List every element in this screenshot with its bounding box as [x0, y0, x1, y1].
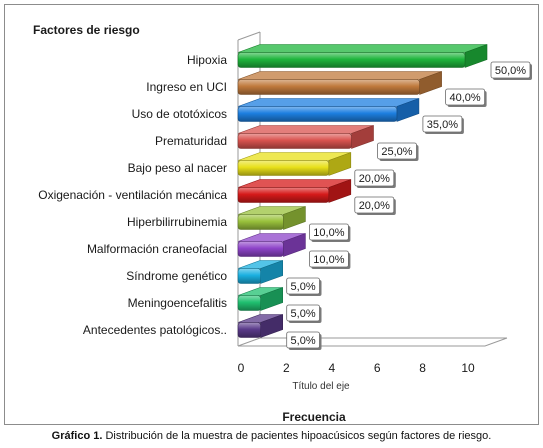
data-label-7: 10,0% [308, 223, 351, 242]
svg-text:50,0%: 50,0% [495, 65, 526, 77]
bar-2 [237, 71, 442, 95]
category-label-2: Ingreso en UCI [146, 80, 227, 94]
data-label-10: 5,0% [286, 304, 322, 323]
data-label-9: 5,0% [286, 277, 322, 296]
x-tick-labels: 0 2 4 6 8 10 [238, 361, 475, 375]
svg-text:5,0%: 5,0% [291, 335, 316, 347]
category-label-11: Antecedentes patológicos.. [83, 323, 227, 337]
plot-floor-line [237, 31, 508, 347]
data-label-2: 40,0% [445, 88, 487, 107]
category-label-6: Oxigenación - ventilación mecánica [38, 188, 227, 202]
svg-text:20,0%: 20,0% [359, 173, 390, 185]
bar-6 [237, 179, 352, 203]
caption-label: Gráfico 1. [51, 430, 103, 442]
bar-chart: Factores de riesgo Hipoxia Ingreso en UCI… [33, 23, 532, 424]
bar-1 [237, 44, 488, 68]
data-label-5: 20,0% [354, 169, 396, 188]
x-tick-0: 0 [238, 361, 245, 375]
data-label-4: 25,0% [377, 142, 419, 161]
data-label-11: 5,0% [286, 331, 322, 350]
x-tick-2: 2 [283, 361, 290, 375]
svg-text:20,0%: 20,0% [359, 200, 390, 212]
x-tick-8: 8 [419, 361, 426, 375]
bar-10 [237, 287, 283, 311]
svg-text:25,0%: 25,0% [381, 146, 412, 158]
bar-11 [237, 314, 283, 338]
caption-text: Distribución de la muestra de pacientes … [102, 430, 492, 442]
data-label-8: 10,0% [308, 250, 351, 269]
data-labels: 50,0% 40,0% 35,0% 25,0% 20,0% 20,0% 10,0% 10,0%… [286, 61, 532, 350]
category-label-9: Síndrome genético [126, 269, 227, 283]
x-tick-4: 4 [328, 361, 335, 375]
svg-text:10,0%: 10,0% [313, 227, 344, 239]
bar-7 [237, 206, 306, 230]
svg-text:10,0%: 10,0% [313, 254, 344, 266]
category-label-5: Bajo peso al nacer [128, 161, 227, 175]
svg-text:40,0%: 40,0% [449, 92, 480, 104]
category-label-3: Uso de ototóxicos [132, 107, 227, 121]
svg-text:35,0%: 35,0% [427, 119, 458, 131]
bars-layer [237, 44, 488, 338]
bar-9 [237, 260, 283, 284]
x-tick-6: 6 [374, 361, 381, 375]
data-label-3: 35,0% [422, 115, 464, 134]
chart-frame: Factores de riesgo Hipoxia Ingreso en UCI… [4, 4, 539, 425]
data-label-6: 20,0% [354, 196, 396, 215]
category-labels: Hipoxia Ingreso en UCI Uso de ototóxicos Pr… [38, 53, 227, 337]
x-axis-label: Frecuencia [282, 410, 346, 424]
category-label-8: Malformación craneofacial [87, 242, 227, 256]
svg-text:5,0%: 5,0% [291, 308, 316, 320]
bar-4 [237, 125, 374, 149]
bar-3 [237, 98, 420, 122]
category-label-10: Meningoencefalitis [128, 296, 227, 310]
category-label-7: Hiperbilirrubinemia [127, 215, 227, 229]
category-label-4: Prematuridad [155, 134, 227, 148]
svg-text:5,0%: 5,0% [291, 281, 316, 293]
data-label-1: 50,0% [490, 61, 532, 80]
chart-title: Factores de riesgo [33, 23, 140, 37]
bar-5 [237, 152, 352, 176]
figure-caption: Gráfico 1. Distribución de la muestra de… [0, 430, 543, 442]
bar-8 [237, 233, 306, 257]
x-tick-10: 10 [461, 361, 475, 375]
category-label-1: Hipoxia [187, 53, 227, 67]
axis-title: Título del eje [292, 381, 350, 392]
